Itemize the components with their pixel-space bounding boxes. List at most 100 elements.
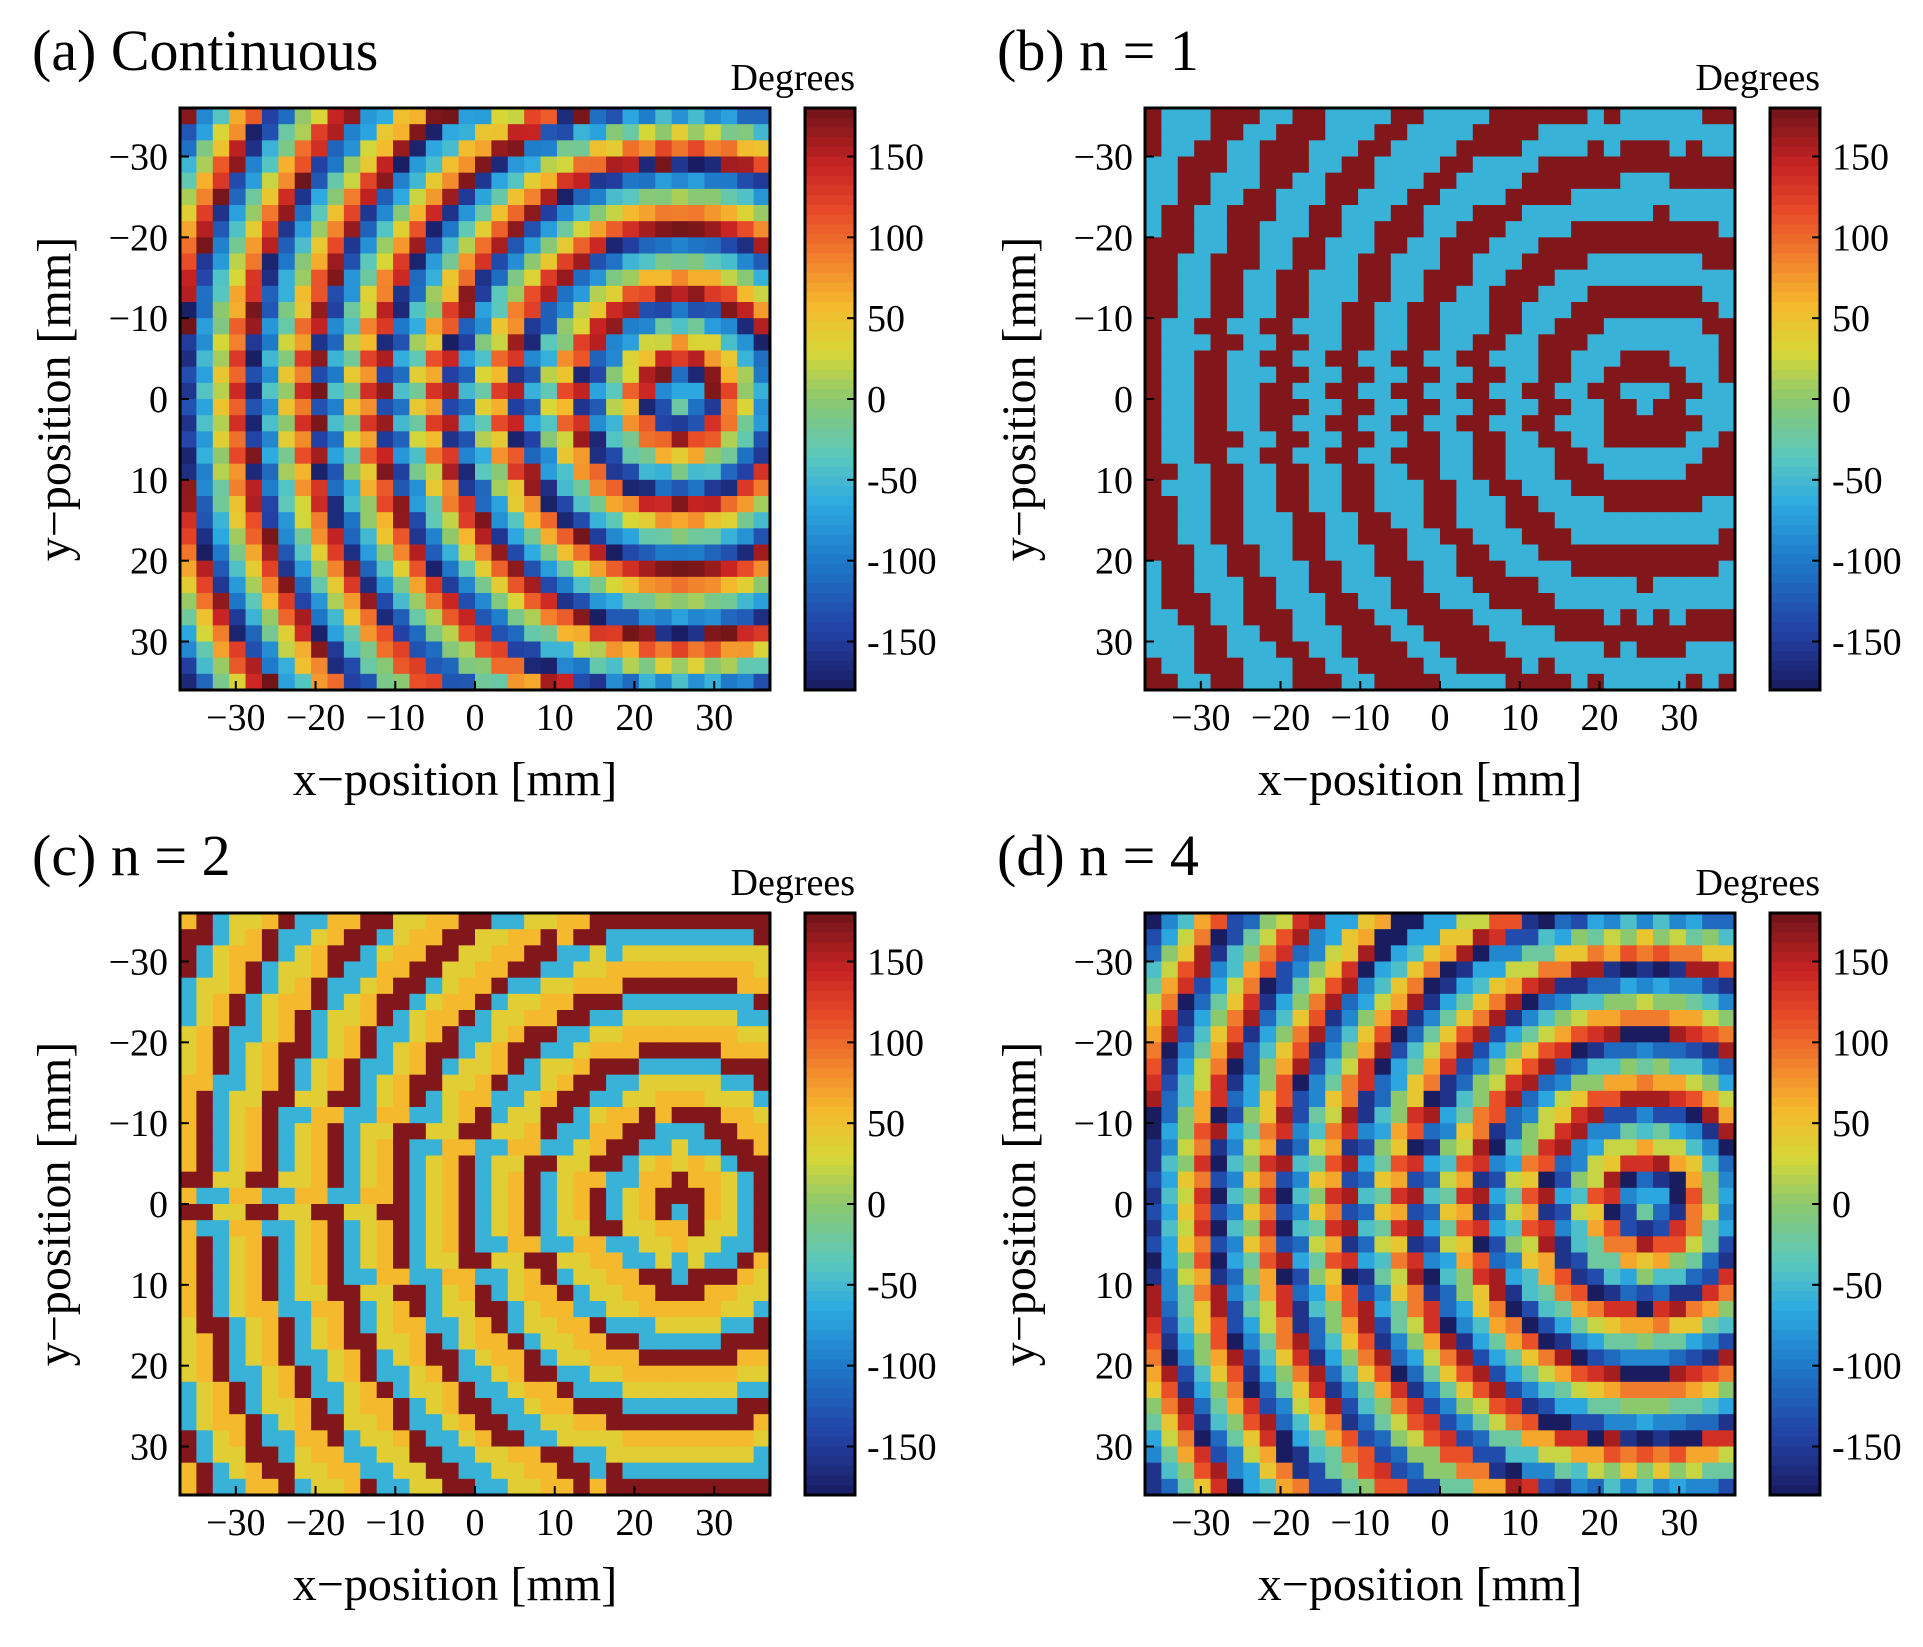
heatmap-cell [196, 961, 214, 979]
heatmap-cell [1554, 576, 1572, 594]
heatmap-cell [475, 1414, 492, 1431]
heatmap-cell [1177, 961, 1195, 979]
colorbar-segment [805, 670, 855, 681]
colorbar-segment [805, 224, 855, 235]
heatmap-cell [606, 913, 624, 930]
heatmap-cell [1440, 1478, 1457, 1496]
heatmap-cell [1325, 609, 1343, 626]
heatmap-cell [1308, 625, 1326, 643]
heatmap-cell [491, 1107, 509, 1124]
heatmap-cell [393, 1430, 411, 1448]
heatmap-cell [671, 205, 689, 222]
heatmap-cell [622, 1220, 640, 1237]
heatmap-cell [261, 657, 279, 675]
heatmap-cell [212, 1187, 230, 1205]
heatmap-cell [1358, 496, 1376, 513]
heatmap-cell [1210, 528, 1228, 546]
heatmap-cell [1718, 544, 1736, 562]
heatmap-cell [294, 1430, 312, 1448]
heatmap-cell [311, 1430, 329, 1448]
heatmap-cell [1325, 593, 1343, 610]
heatmap-cell [1226, 657, 1244, 675]
heatmap-cell [622, 913, 640, 930]
heatmap-cell [1308, 172, 1326, 190]
heatmap-cell [1358, 205, 1376, 222]
y-tick-label: 10 [130, 1265, 168, 1307]
heatmap-cell [589, 479, 607, 497]
heatmap-cell [229, 1381, 247, 1399]
heatmap-cell [491, 961, 509, 979]
heatmap-cell [1358, 463, 1376, 481]
heatmap-cell [1374, 302, 1392, 319]
heatmap-cell [245, 1236, 263, 1254]
heatmap-cell [655, 221, 673, 238]
heatmap-cell [753, 1236, 771, 1254]
heatmap-cell [524, 479, 542, 497]
heatmap-cell [425, 1414, 443, 1431]
heatmap-cell [1226, 415, 1244, 432]
heatmap-cell [1325, 1252, 1343, 1270]
heatmap-cell [1440, 576, 1457, 594]
heatmap-cell [638, 124, 656, 141]
heatmap-cell [278, 1398, 296, 1415]
heatmap-cell [638, 593, 656, 610]
heatmap-cell [556, 1478, 574, 1496]
heatmap-cell [1308, 253, 1326, 271]
heatmap-cell [1308, 334, 1326, 352]
heatmap-cell [1538, 350, 1556, 368]
heatmap-cell [327, 124, 345, 141]
heatmap-cell [409, 269, 427, 287]
heatmap-cell [1456, 156, 1474, 174]
heatmap-cell [327, 1123, 345, 1140]
heatmap-cell [229, 593, 247, 610]
heatmap-cell [671, 124, 689, 141]
heatmap-cell [1276, 1381, 1294, 1399]
heatmap-cell [1259, 993, 1277, 1011]
heatmap-cell [1374, 1187, 1392, 1205]
heatmap-cell [524, 512, 542, 529]
heatmap-cell [1325, 253, 1343, 271]
heatmap-cell [1226, 334, 1244, 352]
heatmap-cell [180, 560, 197, 578]
heatmap-cell [409, 1187, 427, 1205]
heatmap-cell [458, 382, 476, 400]
heatmap-cell [180, 253, 197, 271]
heatmap-cell [491, 1301, 509, 1318]
heatmap-cell [1177, 172, 1195, 190]
heatmap-cell [1194, 1446, 1212, 1464]
heatmap-cell [606, 512, 624, 529]
heatmap-cell [311, 1058, 329, 1076]
heatmap-cell [1587, 512, 1605, 529]
heatmap-cell [1390, 334, 1408, 352]
heatmap-cell [1440, 237, 1457, 255]
heatmap-cell [1276, 156, 1294, 174]
heatmap-cell [212, 1058, 230, 1076]
heatmap-cell [1718, 350, 1736, 368]
heatmap-cell [606, 205, 624, 222]
heatmap-cell [622, 447, 640, 465]
heatmap-cell [1407, 1107, 1425, 1124]
heatmap-cell [1341, 945, 1359, 963]
heatmap-cell [294, 1317, 312, 1334]
heatmap-cell [475, 334, 492, 352]
heatmap-cell [1226, 929, 1244, 946]
heatmap-cell [1243, 1430, 1261, 1448]
heatmap-cell [212, 1268, 230, 1286]
heatmap-cell [475, 1171, 492, 1189]
heatmap-cell [1440, 366, 1457, 384]
heatmap-cell [294, 334, 312, 352]
heatmap-cell [573, 560, 591, 578]
heatmap-cell [1521, 609, 1539, 626]
heatmap-cell [229, 1220, 247, 1237]
heatmap-cell [1161, 576, 1179, 594]
heatmap-cell [180, 593, 197, 610]
heatmap-cell [1145, 1139, 1162, 1157]
heatmap-cell [311, 479, 329, 497]
colorbar-segment [805, 651, 855, 662]
heatmap-cell [1358, 285, 1376, 303]
heatmap-cell [1603, 318, 1621, 335]
colorbar-segment [805, 127, 855, 138]
heatmap-cell [1161, 334, 1179, 352]
heatmap-cell [1145, 1187, 1162, 1205]
heatmap-cell [556, 913, 574, 930]
